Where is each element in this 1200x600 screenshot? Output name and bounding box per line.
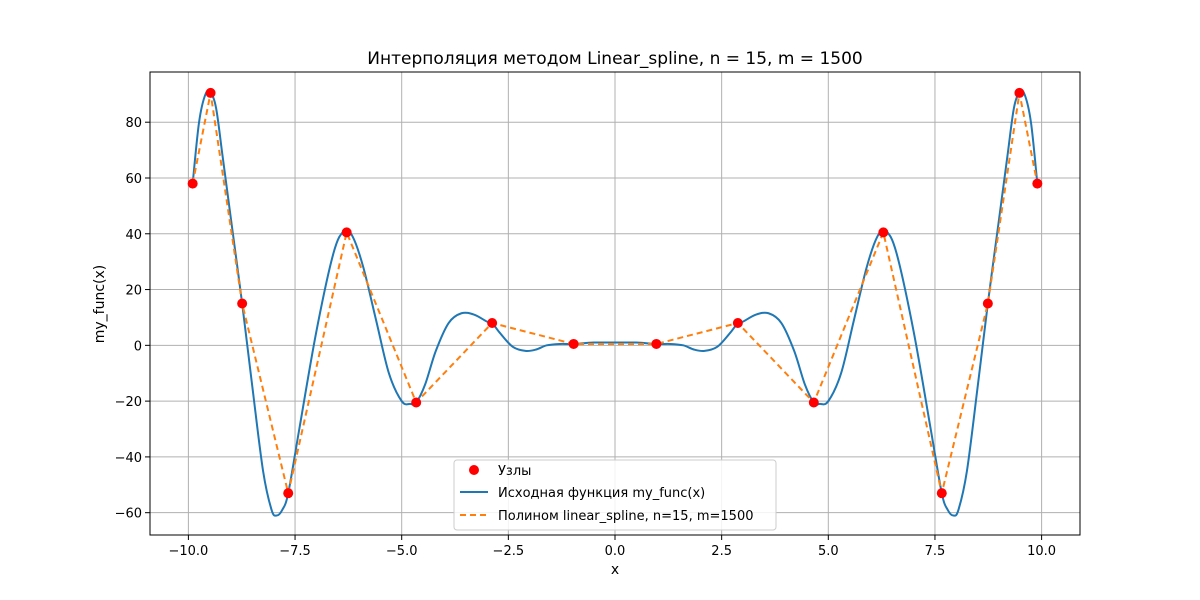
node-point [205,87,216,98]
legend-label-spline: Полином linear_spline, n=15, m=1500 [498,509,753,524]
x-tick-label: 2.5 [711,544,732,559]
x-axis-label: x [611,562,619,578]
node-point [936,488,947,499]
node-point [1014,87,1025,98]
legend-label-original: Исходная функция my_func(x) [498,486,705,501]
node-point [1032,178,1043,189]
chart-title: Интерполяция методом Linear_spline, n = … [367,49,862,69]
x-tick-label: 5.0 [818,544,839,559]
series-layer [187,87,1043,517]
node-point [568,338,579,349]
node-point [341,227,352,238]
x-tick-label: −2.5 [493,544,525,559]
x-tick-label: −5.0 [386,544,418,559]
y-tick-label: 0 [134,339,142,354]
node-point [732,318,743,329]
y-tick-label: −20 [115,395,142,410]
x-tick-label: −10.0 [168,544,208,559]
x-tick-label: −7.5 [279,544,311,559]
node-point [878,227,889,238]
node-point [237,298,248,309]
legend-marker-nodes [469,465,479,475]
legend: Узлы Исходная функция my_func(x) Полином… [453,459,777,531]
y-tick-label: −40 [115,451,142,466]
legend-box [453,459,777,531]
y-tick-label: 20 [125,284,142,299]
y-tick-label: −60 [115,507,142,522]
node-point [651,338,662,349]
y-axis-label: my_func(x) [92,265,108,344]
series-line-spline [191,92,1039,494]
legend-label-nodes: Узлы [498,464,531,479]
x-tick-label: 0.0 [605,544,626,559]
node-point [982,298,993,309]
ticks: −10.0 −7.5 −5.0 −2.5 0.0 2.5 5.0 7.5 10.0 −60 −40 −… [115,116,1057,559]
node-point [411,397,422,408]
node-point [808,397,819,408]
node-point [187,178,198,189]
y-tick-label: 60 [125,172,142,187]
node-point [283,488,294,499]
plot-area: −10.0 −7.5 −5.0 −2.5 0.0 2.5 5.0 7.5 10.0 −60 −40 −… [115,71,1081,559]
y-tick-label: 80 [125,116,142,131]
y-tick-label: 40 [125,228,142,243]
x-tick-label: 7.5 [925,544,946,559]
x-tick-label: 10.0 [1027,544,1056,559]
node-point [487,318,498,329]
